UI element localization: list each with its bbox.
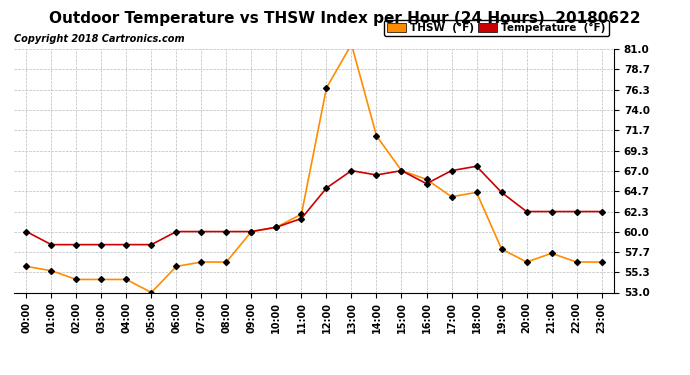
- Legend: THSW  (°F), Temperature  (°F): THSW (°F), Temperature (°F): [384, 20, 609, 36]
- Text: Copyright 2018 Cartronics.com: Copyright 2018 Cartronics.com: [14, 34, 184, 44]
- Text: Outdoor Temperature vs THSW Index per Hour (24 Hours)  20180622: Outdoor Temperature vs THSW Index per Ho…: [49, 11, 641, 26]
